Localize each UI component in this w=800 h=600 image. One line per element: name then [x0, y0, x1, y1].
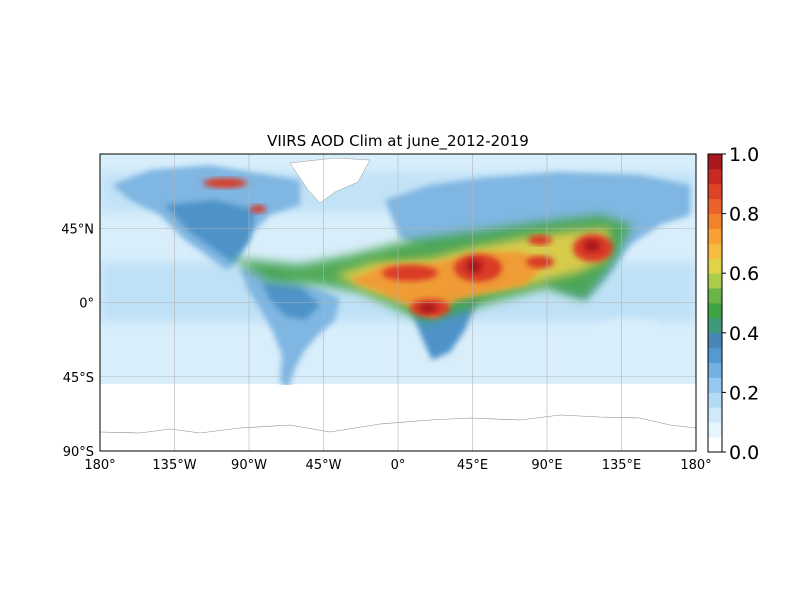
x-tick-label: 90°E — [531, 458, 562, 473]
y-tick-label: 0° — [79, 297, 94, 312]
colorbar-level — [708, 243, 722, 259]
x-tick-labels: 180° 135°W 90°W 45°W 0° 45°E 90°E 135°E 180° — [84, 458, 711, 473]
colorbar-tick-label: 0.0 — [729, 442, 759, 464]
colorbar-level — [708, 154, 722, 170]
colorbar-level — [708, 437, 722, 453]
colorbar-level — [708, 332, 722, 349]
gridlines — [100, 154, 696, 451]
colorbar-level — [708, 392, 722, 408]
colorbar-tick-label: 0.6 — [729, 263, 759, 285]
y-tick-label: 45°S — [63, 371, 94, 386]
x-tick-label: 0° — [391, 458, 406, 473]
colorbar: 0.0 0.2 0.4 0.6 0.8 1.0 — [707, 144, 759, 464]
colorbar-tick-labels: 0.0 0.2 0.4 0.6 0.8 1.0 — [722, 144, 759, 464]
x-tick-label: 135°E — [602, 458, 642, 473]
x-tick-label: 90°W — [231, 458, 267, 473]
colorbar-level — [708, 317, 722, 334]
colorbar-tick-label: 1.0 — [729, 144, 759, 166]
colorbar-level — [708, 213, 722, 229]
y-tick-labels: 45°N 0° 45°S 90°S — [61, 222, 94, 460]
antarctica-coastline — [100, 414, 696, 434]
colorbar-level — [708, 377, 722, 393]
colorbar-level — [708, 258, 722, 274]
x-tick-label: 180° — [680, 458, 711, 473]
map-title: VIIRS AOD Clim at june_2012-2019 — [267, 132, 529, 151]
x-tick-label: 45°E — [457, 458, 488, 473]
colorbar-level — [708, 288, 722, 304]
colorbar-level — [708, 183, 722, 200]
x-tick-label: 135°W — [152, 458, 196, 473]
x-tick-label: 180° — [84, 458, 115, 473]
colorbar-levels — [708, 154, 722, 453]
colorbar-level — [708, 198, 722, 214]
colorbar-level — [708, 362, 722, 378]
x-tick-label: 45°W — [306, 458, 342, 473]
colorbar-tick-label: 0.8 — [729, 204, 759, 226]
colorbar-level — [708, 422, 722, 438]
colorbar-level — [708, 273, 722, 289]
map-area — [100, 154, 696, 451]
colorbar-level — [708, 303, 722, 319]
y-tick-label: 90°S — [63, 445, 94, 460]
colorbar-tick-label: 0.4 — [729, 323, 759, 345]
y-tick-label: 45°N — [61, 222, 94, 237]
colorbar-level — [708, 347, 722, 363]
colorbar-level — [708, 168, 722, 185]
colorbar-level — [708, 228, 722, 244]
map-frame — [99, 153, 697, 452]
colorbar-frame — [707, 153, 723, 453]
colorbar-tick-label: 0.2 — [729, 382, 759, 404]
colorbar-level — [708, 407, 722, 423]
